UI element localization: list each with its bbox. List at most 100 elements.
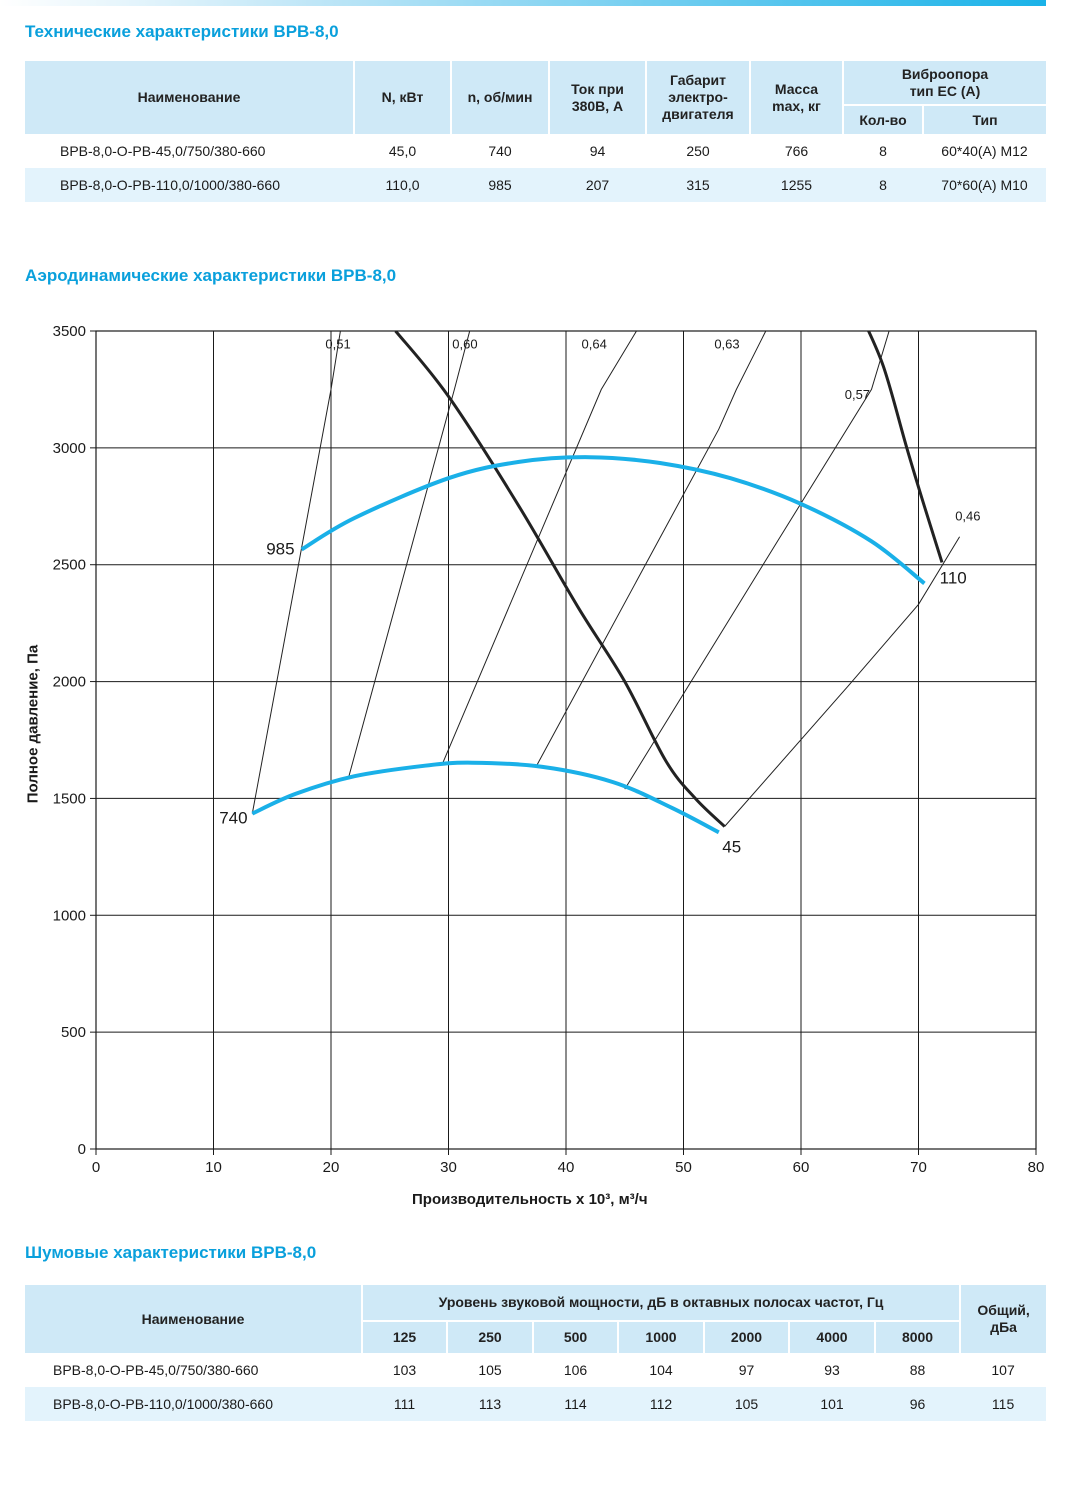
x-axis-title-text: Производительность х 10³, м³/ч	[412, 1191, 648, 1208]
tech-header-speed: n, об/мин	[451, 61, 550, 134]
table-row: ВРВ-8,0-О-РВ-110,0/1000/380-660 111 113 …	[25, 1387, 1047, 1421]
noise-cell-value: 97	[704, 1353, 789, 1387]
efficiency-label-0-60: 0,60	[452, 337, 477, 352]
x-tick-label: 50	[675, 1159, 692, 1176]
table-row: ВРВ-8,0-О-РВ-110,0/1000/380-660 110,0 98…	[25, 168, 1046, 202]
noise-header-level: Уровень звуковой мощности, дБ в октавных…	[362, 1285, 962, 1321]
tech-cell-speed: 985	[451, 168, 549, 202]
noise-band-header: 1000	[618, 1320, 705, 1353]
x-axis-title: Производительность х 10³, м³/ч	[412, 1191, 648, 1208]
noise-cell-total: 107	[960, 1353, 1047, 1387]
x-tick-label: 10	[205, 1159, 222, 1176]
noise-cell-value: 93	[789, 1353, 875, 1387]
noise-cell-value: 103	[362, 1353, 447, 1387]
efficiency-label-0-57: 0,57	[845, 387, 870, 402]
tech-header-name: Наименование	[25, 61, 355, 134]
aero-chart: 0 10 20 30 40 50 60 70 80 0 500 1000 1500 2000 2500 300…	[53, 323, 1045, 1176]
power-label-110: 110	[940, 568, 967, 587]
tech-header-vibro-line2: тип ЕС (А)	[909, 82, 981, 99]
noise-cell-value: 112	[618, 1387, 704, 1421]
top-accent-bar	[0, 0, 1046, 6]
tech-cell-power: 110,0	[354, 168, 451, 202]
tech-header-frame-line2: электро-	[668, 89, 728, 105]
y-tick-label: 1000	[53, 907, 86, 924]
tech-cell-qty: 8	[843, 168, 923, 202]
noise-band-header: 125	[362, 1320, 448, 1353]
table-row: ВРВ-8,0-О-РВ-45,0/750/380-660 45,0 740 9…	[25, 134, 1046, 168]
tech-cell-power: 45,0	[354, 134, 451, 168]
efficiency-line-0-46	[724, 536, 961, 827]
noise-cell-value: 101	[789, 1387, 875, 1421]
tech-cell-mass: 766	[750, 134, 843, 168]
noise-header-name: Наименование	[25, 1285, 363, 1353]
speed-label-985: 985	[266, 540, 294, 559]
noise-cell-value: 105	[447, 1353, 533, 1387]
efficiency-label-0-51: 0,51	[325, 337, 350, 352]
noise-table: Наименование Уровень звуковой мощности, …	[25, 1285, 1047, 1421]
aero-section-title: Аэродинамические характеристики ВРВ-8,0	[25, 266, 397, 285]
efficiency-line-0-51	[251, 331, 341, 814]
tech-header-frame: Габарит электро- двигателя	[646, 61, 751, 134]
noise-header-total-line2: дБа	[990, 1319, 1017, 1335]
noise-section-title: Шумовые характеристики ВРВ-8,0	[25, 1243, 317, 1262]
x-tick-label: 60	[793, 1159, 810, 1176]
tech-header-mass-line1: Масса	[774, 80, 819, 97]
noise-cell-value: 106	[533, 1353, 618, 1387]
y-tick-label: 1500	[53, 790, 86, 807]
tech-header-qty: Кол-во	[843, 104, 924, 134]
tech-cell-speed: 740	[451, 134, 549, 168]
speed-curve-985	[300, 455, 926, 585]
tech-section-title: Технические характеристики ВРВ-8,0	[25, 22, 339, 41]
tech-cell-current: 94	[549, 134, 646, 168]
y-axis-title: Полное давление, Па	[25, 645, 42, 803]
noise-cell-total: 115	[960, 1387, 1047, 1421]
tech-cell-type: 70*60(А) М10	[923, 168, 1046, 202]
noise-cell-value: 114	[533, 1387, 618, 1421]
plot-series-group	[251, 331, 961, 835]
noise-cell-value: 96	[875, 1387, 961, 1421]
tech-header-type: Тип	[923, 104, 1046, 134]
tech-header-frame-line3: двигателя	[662, 106, 734, 122]
efficiency-line-0-64	[442, 331, 637, 764]
y-tick-label: 2500	[53, 557, 86, 574]
efficiency-label-0-63: 0,63	[714, 337, 739, 352]
tech-cell-frame: 250	[646, 134, 750, 168]
tech-header-frame-line1: Габарит	[670, 72, 726, 88]
table-row: ВРВ-8,0-О-РВ-45,0/750/380-660 103 105 10…	[25, 1353, 1047, 1387]
x-tick-label: 20	[323, 1159, 340, 1176]
power-curve-45	[394, 331, 726, 828]
x-tick-label: 40	[558, 1159, 575, 1176]
efficiency-label-0-64: 0,64	[582, 337, 607, 352]
y-tick-label: 3000	[53, 440, 86, 457]
x-tick-label: 70	[910, 1159, 927, 1176]
noise-header-total-line1: Общий,	[977, 1302, 1030, 1318]
noise-cell-name: ВРВ-8,0-О-РВ-45,0/750/380-660	[25, 1353, 362, 1387]
tech-header-mass-line2: max, кг	[772, 97, 821, 114]
noise-cell-value: 104	[618, 1353, 704, 1387]
tech-header-vibro-line1: Виброопора	[901, 65, 989, 82]
noise-band-header: 500	[533, 1320, 619, 1353]
x-tick-label: 80	[1028, 1159, 1045, 1176]
noise-cell-value: 105	[704, 1387, 789, 1421]
tech-header-current-line2: 380В, А	[571, 97, 624, 114]
tech-header-current-line1: Ток при	[571, 80, 624, 97]
tech-cell-frame: 315	[646, 168, 750, 202]
x-tick-label: 0	[92, 1159, 100, 1176]
tech-table: Наименование N, кВт n, об/мин Ток при 38…	[25, 61, 1046, 202]
speed-label-740: 740	[219, 809, 247, 828]
tech-header-current: Ток при 380В, А	[549, 61, 647, 134]
noise-cell-value: 88	[875, 1353, 961, 1387]
x-tick-label: 30	[440, 1159, 457, 1176]
efficiency-line-0-60	[348, 331, 471, 778]
y-tick-label: 500	[61, 1024, 86, 1041]
power-curve-110	[866, 331, 944, 563]
tech-cell-qty: 8	[843, 134, 923, 168]
tech-cell-name: ВРВ-8,0-О-РВ-45,0/750/380-660	[25, 134, 354, 168]
efficiency-line-0-63	[536, 331, 767, 766]
efficiency-label-0-46: 0,46	[955, 508, 980, 523]
tech-cell-type: 60*40(А) М12	[923, 134, 1046, 168]
noise-band-header: 4000	[789, 1320, 876, 1353]
tech-cell-mass: 1255	[750, 168, 843, 202]
noise-cell-name: ВРВ-8,0-О-РВ-110,0/1000/380-660	[25, 1387, 362, 1421]
y-axis-title-text: Полное давление, Па	[24, 644, 42, 804]
